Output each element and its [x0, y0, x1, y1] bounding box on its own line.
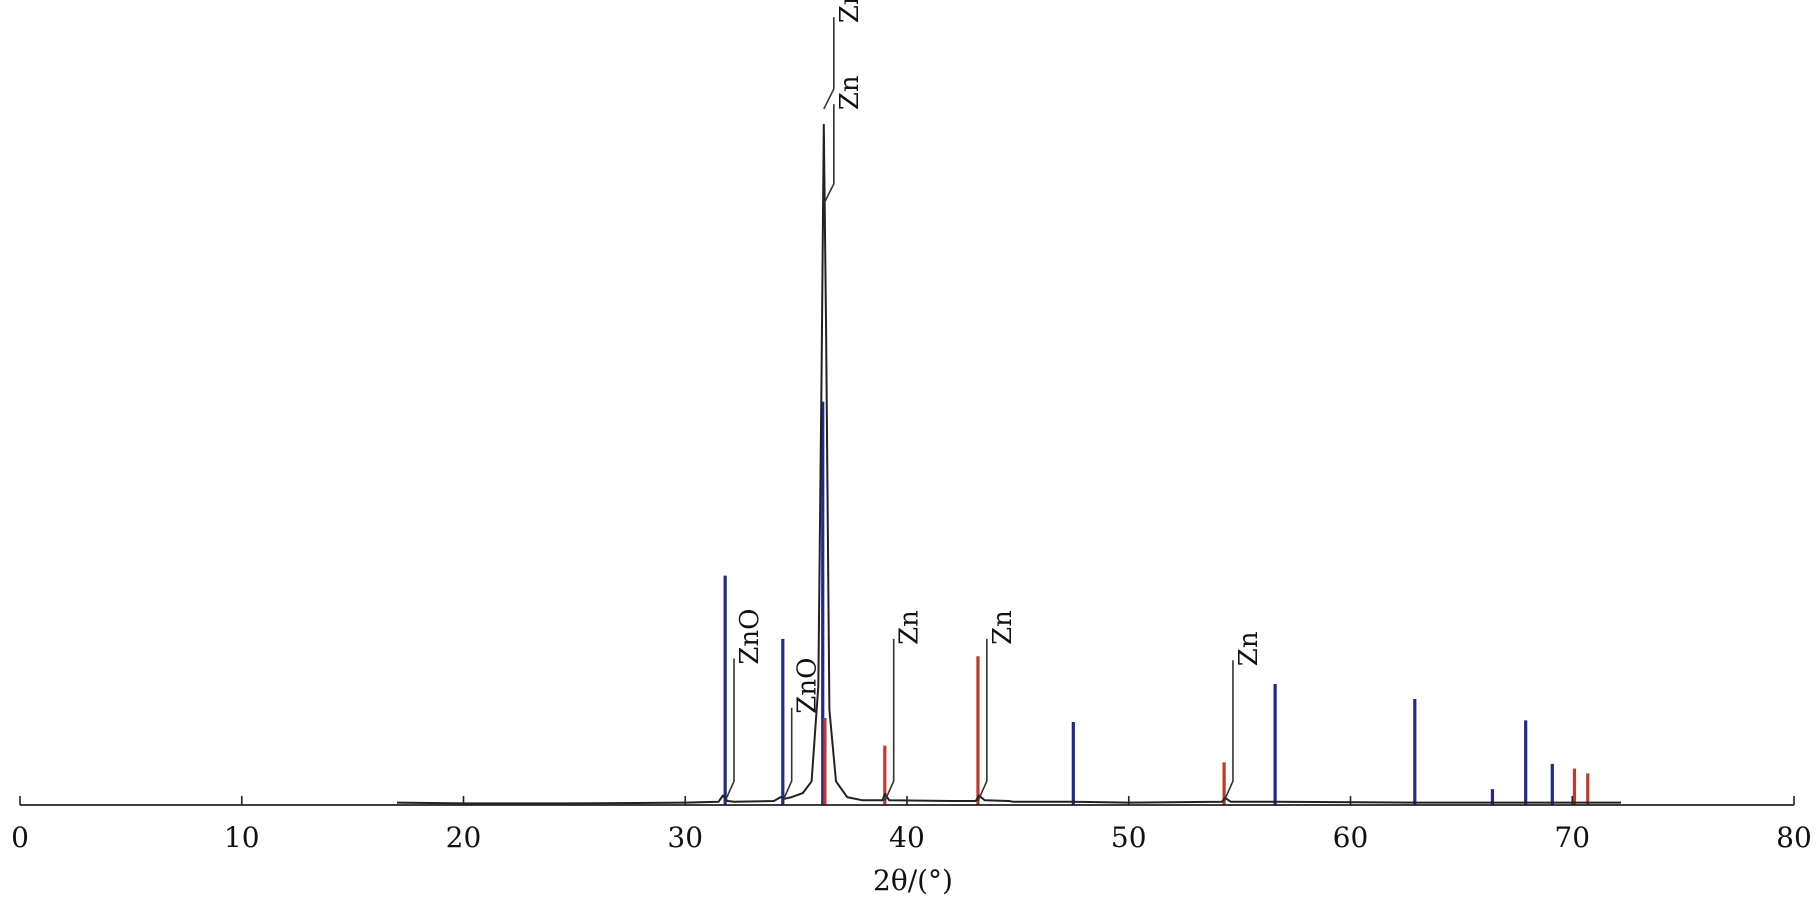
peak-annotation-label: ZnO [835, 0, 865, 23]
peak-annotation-label: Zn [988, 610, 1018, 645]
annotation-leader-line [823, 104, 835, 205]
annotation-leader-line [823, 17, 835, 110]
peak-annotation-label: Zn [1234, 631, 1264, 666]
plot-area: ZnO ZnO ZnO Zn Zn Zn Zn [396, 0, 1621, 805]
annotation-leader-line [724, 658, 735, 802]
measured-pattern-line [396, 123, 1621, 805]
peak-annotation-label: Zn [895, 610, 925, 645]
x-tick-label: 40 [889, 821, 925, 854]
peak-annotation-label: ZnO [735, 609, 765, 665]
annotation-leader-line [884, 638, 895, 802]
x-tick-label: 20 [446, 821, 482, 854]
annotation-leader-line [977, 638, 988, 802]
annotation-leader-line [1223, 660, 1234, 802]
x-tick-label: 60 [1333, 821, 1369, 854]
x-tick-label: 10 [224, 821, 260, 854]
x-tick-label: 70 [1554, 821, 1590, 854]
x-axis-title: 2θ/(°) [873, 864, 953, 897]
x-axis-ticks: 0 10 20 30 40 50 60 70 80 [11, 796, 1812, 854]
annotation-leader-line [782, 707, 793, 802]
peak-annotation-label: Zn [835, 75, 865, 110]
x-tick-label: 30 [667, 821, 703, 854]
x-tick-label: 0 [11, 821, 29, 854]
x-tick-label: 50 [1111, 821, 1147, 854]
peak-annotation-label: ZnO [793, 658, 823, 714]
x-tick-label: 80 [1776, 821, 1812, 854]
